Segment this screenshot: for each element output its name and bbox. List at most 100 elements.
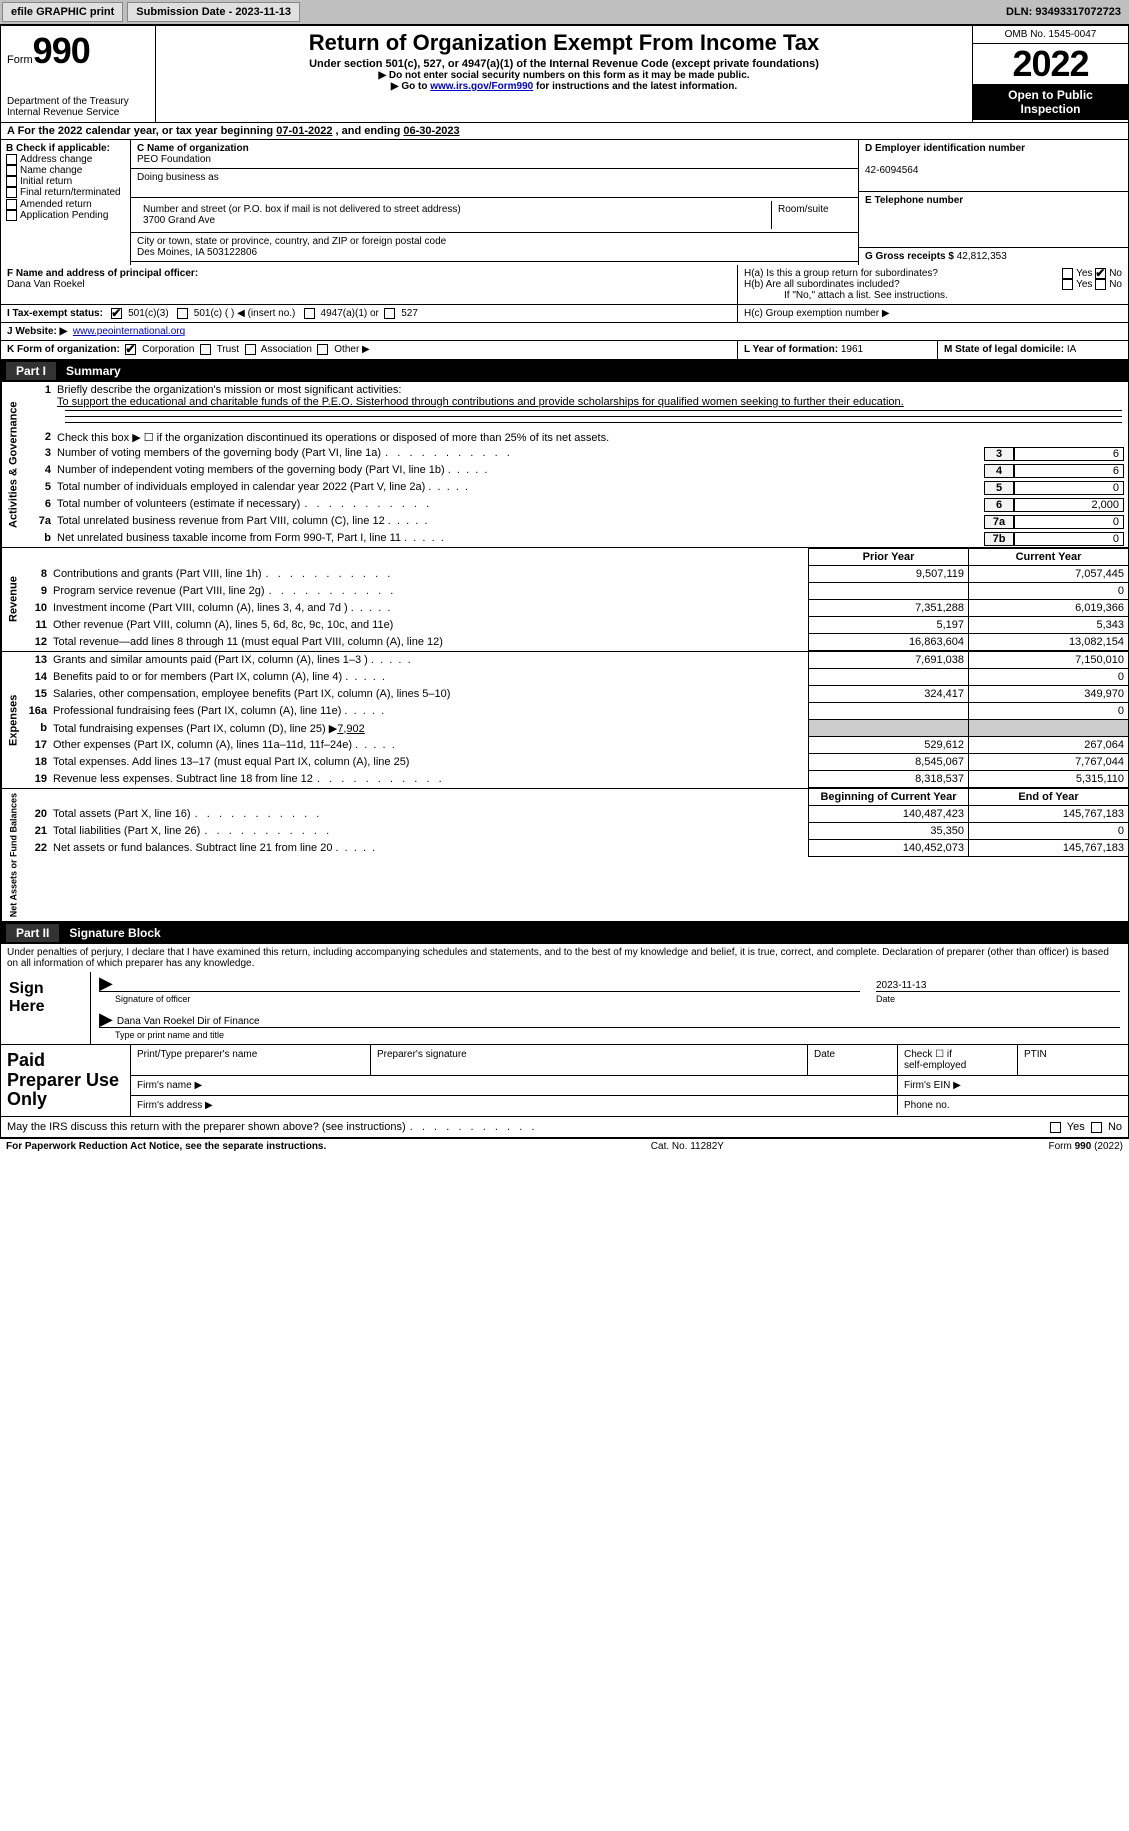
l22-text: Net assets or fund balances. Subtract li…: [53, 840, 808, 857]
chk-discuss-no[interactable]: [1091, 1122, 1102, 1133]
year-form-val: 1961: [841, 344, 863, 355]
top-bar: efile GRAPHIC print Submission Date - 20…: [0, 0, 1129, 25]
chk-name-change[interactable]: [6, 165, 17, 176]
efile-print-button[interactable]: efile GRAPHIC print: [2, 2, 123, 22]
chk-ha-no[interactable]: [1095, 268, 1106, 279]
entity-block: B Check if applicable: Address change Na…: [0, 140, 1129, 265]
discuss-text: May the IRS discuss this return with the…: [7, 1121, 535, 1133]
chk-501c3[interactable]: [111, 308, 122, 319]
chk-4947[interactable]: [304, 308, 315, 319]
arrow-icon: ▶: [99, 976, 117, 990]
box-b-header: B Check if applicable:: [6, 143, 125, 154]
l5-val: 0: [1014, 481, 1124, 495]
chk-address-change[interactable]: [6, 154, 17, 165]
dln-label: DLN: 93493317072723: [1006, 6, 1127, 18]
firm-name-label: Firm's name ▶: [131, 1076, 898, 1095]
l19-text: Revenue less expenses. Subtract line 18 …: [53, 771, 808, 788]
form-header-right: OMB No. 1545-0047 2022 Open to PublicIns…: [973, 26, 1128, 122]
end-header: End of Year: [968, 789, 1128, 806]
l16a-curr: 0: [968, 703, 1128, 720]
l16b-curr: [968, 720, 1128, 737]
l7b-text: Net unrelated business taxable income fr…: [57, 532, 984, 544]
website-link[interactable]: www.peointernational.org: [73, 326, 185, 337]
blank-line-3: [65, 421, 1122, 423]
l8-curr: 7,057,445: [968, 566, 1128, 583]
tax-year: 2022: [973, 44, 1128, 84]
chk-initial-return[interactable]: [6, 176, 17, 187]
l17-curr: 267,064: [968, 737, 1128, 754]
chk-discuss-yes[interactable]: [1050, 1122, 1061, 1133]
l9-text: Program service revenue (Part VIII, line…: [53, 583, 808, 600]
l7a-text: Total unrelated business revenue from Pa…: [57, 515, 984, 527]
l16b-text: Total fundraising expenses (Part IX, col…: [53, 720, 808, 737]
l21-prior: 35,350: [808, 823, 968, 840]
l2-text: Check this box ▶ ☐ if the organization d…: [57, 431, 1124, 444]
chk-final-return[interactable]: [6, 187, 17, 198]
addr-label: Number and street (or P.O. box if mail i…: [143, 204, 461, 215]
chk-other[interactable]: [317, 344, 328, 355]
row-k-l-m: K Form of organization: Corporation Trus…: [0, 341, 1129, 359]
org-name-label: C Name of organization: [137, 143, 249, 154]
period-end: 06-30-2023: [403, 125, 459, 137]
l18-prior: 8,545,067: [808, 754, 968, 771]
section-revenue: Revenue Prior Year Current Year 8Contrib…: [0, 548, 1129, 651]
side-revenue: Revenue: [1, 548, 25, 651]
l7a-val: 0: [1014, 515, 1124, 529]
l22-curr: 145,767,183: [968, 840, 1128, 857]
l17-text: Other expenses (Part IX, column (A), lin…: [53, 737, 808, 754]
l13-text: Grants and similar amounts paid (Part IX…: [53, 652, 808, 669]
submission-date-button[interactable]: Submission Date - 2023-11-13: [127, 2, 300, 22]
irs-link[interactable]: www.irs.gov/Form990: [430, 81, 533, 92]
chk-hb-yes[interactable]: [1062, 279, 1073, 290]
l12-text: Total revenue—add lines 8 through 11 (mu…: [53, 634, 808, 651]
phone-label: Phone no.: [898, 1096, 1128, 1115]
box-b: B Check if applicable: Address change Na…: [1, 140, 131, 265]
officer-label: F Name and address of principal officer:: [7, 268, 198, 279]
domicile-val: IA: [1067, 344, 1076, 355]
form-word: Form: [7, 54, 33, 66]
section-activities: Activities & Governance 1 Briefly descri…: [0, 382, 1129, 548]
paid-preparer-label: Paid Preparer Use Only: [1, 1045, 131, 1116]
l20-text: Total assets (Part X, line 16): [53, 806, 808, 823]
form-header: Form 990 Department of the Treasury Inte…: [0, 25, 1129, 123]
hint-ssn: ▶ Do not enter social security numbers o…: [160, 70, 968, 81]
chk-assoc[interactable]: [245, 344, 256, 355]
tax-status-label: I Tax-exempt status:: [7, 308, 103, 319]
prep-ptin-label: PTIN: [1018, 1045, 1128, 1075]
box-d-e-g: D Employer identification number 42-6094…: [858, 140, 1128, 265]
l3-val: 6: [1014, 447, 1124, 461]
form-subtitle: Under section 501(c), 527, or 4947(a)(1)…: [160, 58, 968, 70]
begin-header: Beginning of Current Year: [808, 789, 968, 806]
part-2-num: Part II: [6, 924, 59, 942]
year-form-label: L Year of formation:: [744, 344, 838, 355]
form-header-left: Form 990 Department of the Treasury Inte…: [1, 26, 156, 122]
firm-ein-label: Firm's EIN ▶: [898, 1076, 1128, 1095]
l15-curr: 349,970: [968, 686, 1128, 703]
chk-app-pending[interactable]: [6, 210, 17, 221]
l10-text: Investment income (Part VIII, column (A)…: [53, 600, 808, 617]
part-1-header: Part I Summary: [0, 360, 1129, 382]
chk-trust[interactable]: [200, 344, 211, 355]
hb-label: H(b) Are all subordinates included?: [744, 279, 900, 290]
chk-hb-no[interactable]: [1095, 279, 1106, 290]
l17-prior: 529,612: [808, 737, 968, 754]
l6-val: 2,000: [1014, 498, 1124, 512]
arrow-icon-2: ▶: [99, 1012, 117, 1026]
footer-right: Form 990 (2022): [1049, 1141, 1123, 1152]
chk-527[interactable]: [384, 308, 395, 319]
open-to-public: Open to PublicInspection: [973, 84, 1128, 120]
section-net-assets: Net Assets or Fund Balances Beginning of…: [0, 788, 1129, 922]
chk-amended[interactable]: [6, 199, 17, 210]
sig-date-val: 2023-11-13: [876, 974, 1120, 992]
irs-label: Internal Revenue Service: [7, 107, 149, 118]
l15-prior: 324,417: [808, 686, 968, 703]
chk-501c[interactable]: [177, 308, 188, 319]
city-label: City or town, state or province, country…: [137, 236, 446, 247]
chk-ha-yes[interactable]: [1062, 268, 1073, 279]
l15-text: Salaries, other compensation, employee b…: [53, 686, 808, 703]
row-j: J Website: ▶ www.peointernational.org: [0, 323, 1129, 341]
firm-addr-label: Firm's address ▶: [131, 1096, 898, 1115]
l8-prior: 9,507,119: [808, 566, 968, 583]
chk-corp[interactable]: [125, 344, 136, 355]
form-number: 990: [33, 30, 90, 72]
